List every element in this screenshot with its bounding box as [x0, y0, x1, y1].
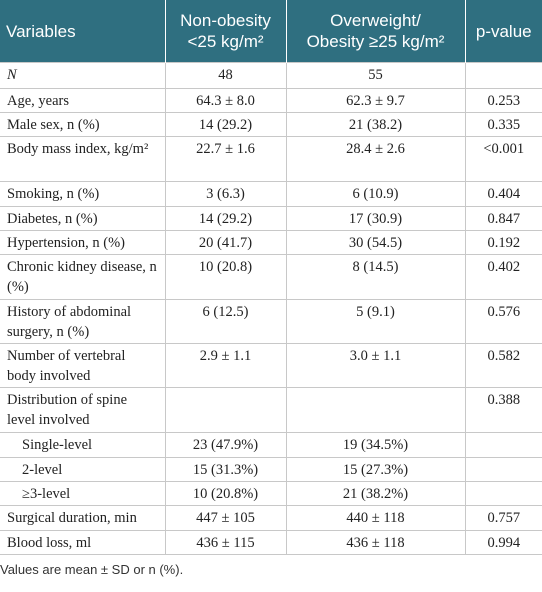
table-cell: Chronic kidney disease, n (%) — [0, 254, 166, 300]
table-row: Age, years 64.3 ± 8.0 62.3 ± 9.7 0.253 — [0, 88, 542, 113]
data-table: Variables Non-obesity <25 kg/m² Overweight/… — [0, 0, 542, 555]
table-cell — [464, 432, 542, 458]
table-cell: Diabetes, n (%) — [0, 206, 166, 231]
header-row: Variables Non-obesity <25 kg/m² Overweight/… — [0, 0, 542, 63]
table-row: N 48 55 — [0, 62, 542, 89]
table-cell: 19 (34.5%) — [285, 432, 466, 458]
table-row: Smoking, n (%) 3 (6.3) 6 (10.9) 0.404 — [0, 181, 542, 207]
table-row: Number of vertebral body involved 2.9 ± 1… — [0, 343, 542, 388]
header-text: p-value — [475, 21, 532, 41]
table-cell: History of abdominal surgery, n (%) — [0, 299, 166, 344]
table-cell — [164, 387, 287, 433]
table-row: Blood loss, ml 436 ± 115 436 ± 118 0.994 — [0, 530, 542, 555]
header-text: Variables — [6, 21, 76, 41]
table-cell: Hypertension, n (%) — [0, 230, 166, 255]
table-cell: 0.847 — [464, 206, 542, 231]
table-cell: 62.3 ± 9.7 — [285, 88, 466, 113]
table-cell: ≥3-level — [0, 481, 166, 506]
table-cell: 30 (54.5) — [285, 230, 466, 255]
table-cell: 15 (27.3%) — [285, 457, 466, 482]
table-cell: 21 (38.2%) — [285, 481, 466, 506]
table-cell: 3 (6.3) — [164, 181, 287, 207]
table-cell: 14 (29.2) — [164, 206, 287, 231]
header-cell: p-value — [464, 0, 542, 63]
table-cell — [464, 62, 542, 89]
table-cell: 23 (47.9%) — [164, 432, 287, 458]
table-cell: 0.335 — [464, 112, 542, 137]
table-cell: Number of vertebral body involved — [0, 343, 166, 388]
table-cell — [464, 481, 542, 506]
table-row: History of abdominal surgery, n (%) 6 (12… — [0, 299, 542, 344]
table-cell: 2.9 ± 1.1 — [164, 343, 287, 388]
table-cell: 10 (20.8) — [164, 254, 287, 300]
table-cell: 0.582 — [464, 343, 542, 388]
table-cell: <0.001 — [464, 136, 542, 182]
table-cell: 2-level — [0, 457, 166, 482]
table-cell: 10 (20.8%) — [164, 481, 287, 506]
header-cell: Variables — [0, 0, 165, 63]
table-row: Body mass index, kg/m² 22.7 ± 1.6 28.4 ± 2… — [0, 136, 542, 182]
table-cell: 8 (14.5) — [285, 254, 466, 300]
table-cell: 6 (10.9) — [285, 181, 466, 207]
table-cell: 3.0 ± 1.1 — [285, 343, 466, 388]
table-cell: 5 (9.1) — [285, 299, 466, 344]
header-cell: Non-obesity <25 kg/m² — [164, 0, 286, 63]
table-row: 2-level 15 (31.3%) 15 (27.3%) — [0, 457, 542, 482]
table-cell: 0.576 — [464, 299, 542, 344]
table-cell — [464, 457, 542, 482]
table-cell: 436 ± 115 — [164, 530, 287, 555]
table-row: Distribution of spine level involved 0.38… — [0, 387, 542, 433]
table-cell: 20 (41.7) — [164, 230, 287, 255]
table-cell: 15 (31.3%) — [164, 457, 287, 482]
table-cell: Surgical duration, min — [0, 505, 166, 531]
table-cell: Single-level — [0, 432, 166, 458]
table-cell: 48 — [164, 62, 287, 89]
table-cell: 0.757 — [464, 505, 542, 531]
header-cell: Overweight/Obesity ≥25 kg/m² — [285, 0, 465, 63]
table-cell: Age, years — [0, 88, 166, 113]
table-body: N 48 55 Age, years 64.3 ± 8.0 62.3 ± 9.7 0.253… — [0, 62, 542, 555]
table-row: Diabetes, n (%) 14 (29.2) 17 (30.9) 0.847 — [0, 206, 542, 231]
table-cell: 21 (38.2) — [285, 112, 466, 137]
table-cell: Body mass index, kg/m² — [0, 136, 166, 182]
table-cell — [285, 387, 466, 433]
table-cell: 0.404 — [464, 181, 542, 207]
header-text: <25 kg/m² — [187, 32, 264, 51]
table-cell: Male sex, n (%) — [0, 112, 166, 137]
footnote: Values are mean ± SD or n (%). — [0, 562, 184, 577]
table-cell: 6 (12.5) — [164, 299, 287, 344]
table-cell: 0.192 — [464, 230, 542, 255]
table-cell: 22.7 ± 1.6 — [164, 136, 287, 182]
table-cell: Smoking, n (%) — [0, 181, 166, 207]
table-row: Hypertension, n (%) 20 (41.7) 30 (54.5) 0.1… — [0, 230, 542, 255]
table-cell: Blood loss, ml — [0, 530, 166, 555]
table-cell: 436 ± 118 — [285, 530, 466, 555]
table-cell: 28.4 ± 2.6 — [285, 136, 466, 182]
header-text: Overweight/ — [330, 11, 421, 30]
table-cell: 17 (30.9) — [285, 206, 466, 231]
table-row: ≥3-level 10 (20.8%) 21 (38.2%) — [0, 481, 542, 506]
header-text: Non-obesity — [180, 11, 271, 30]
table-row: Surgical duration, min 447 ± 105 440 ± 118… — [0, 505, 542, 531]
table-cell: 0.402 — [464, 254, 542, 300]
table-cell: 0.253 — [464, 88, 542, 113]
table-cell: 64.3 ± 8.0 — [164, 88, 287, 113]
table-cell: 0.388 — [464, 387, 542, 433]
table-cell: Distribution of spine level involved — [0, 387, 166, 433]
header-text: Obesity ≥25 kg/m² — [306, 32, 445, 51]
table-row: Single-level 23 (47.9%) 19 (34.5%) — [0, 432, 542, 458]
table-row: Chronic kidney disease, n (%) 10 (20.8) 8 … — [0, 254, 542, 300]
table-cell: 447 ± 105 — [164, 505, 287, 531]
table-cell: 14 (29.2) — [164, 112, 287, 137]
table-cell: 440 ± 118 — [285, 505, 466, 531]
table-cell: 0.994 — [464, 530, 542, 555]
table-row: Male sex, n (%) 14 (29.2) 21 (38.2) 0.335 — [0, 112, 542, 137]
table-cell: 55 — [285, 62, 466, 89]
table-cell: N — [0, 62, 166, 89]
